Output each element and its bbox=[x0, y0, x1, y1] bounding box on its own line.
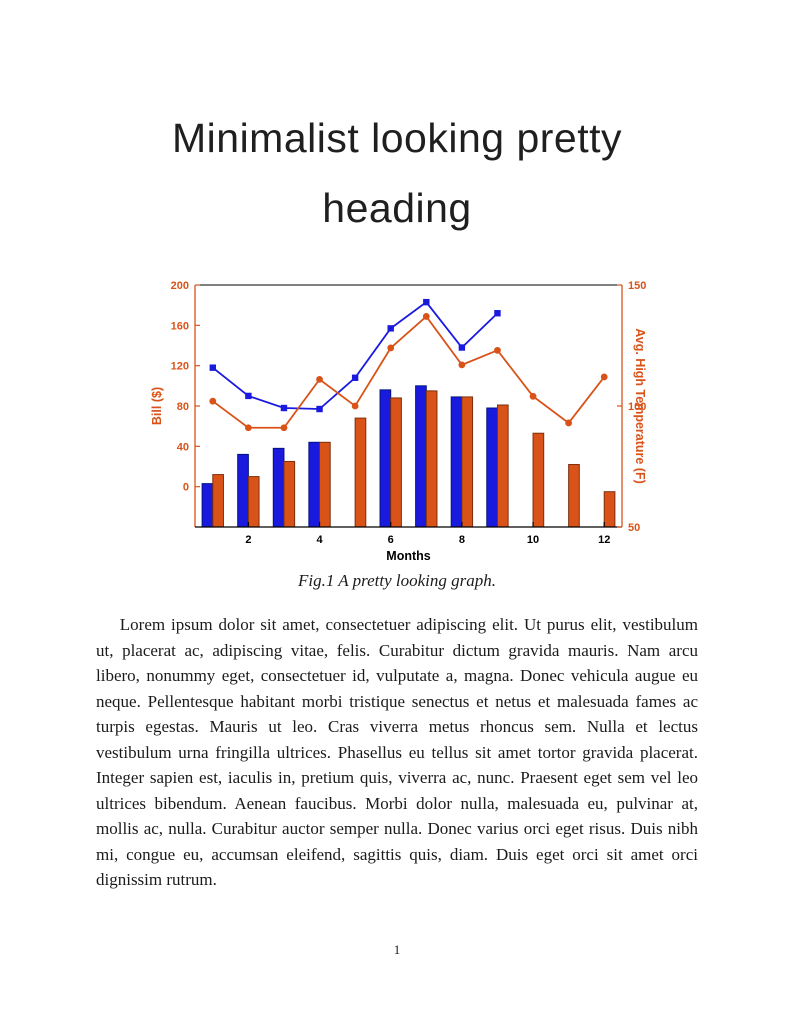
svg-text:200: 200 bbox=[171, 280, 189, 292]
svg-text:10: 10 bbox=[527, 534, 539, 546]
svg-text:Avg. High Temperature (F): Avg. High Temperature (F) bbox=[633, 328, 647, 484]
svg-text:Bill ($): Bill ($) bbox=[150, 387, 164, 425]
svg-text:0: 0 bbox=[183, 482, 189, 494]
svg-text:6: 6 bbox=[388, 534, 394, 546]
dual-axis-bar-line-chart: 0 40 80 120 160 200 50 100 150 2 4 6 8 10 12 Months Bill… bbox=[147, 275, 647, 567]
svg-text:Months: Months bbox=[386, 549, 430, 563]
svg-text:100: 100 bbox=[628, 401, 646, 413]
svg-text:50: 50 bbox=[628, 522, 640, 534]
svg-text:120: 120 bbox=[171, 361, 189, 373]
svg-text:8: 8 bbox=[459, 534, 465, 546]
svg-text:40: 40 bbox=[177, 441, 189, 453]
figure-caption: Fig.1 A pretty looking graph. bbox=[297, 571, 496, 590]
svg-text:2: 2 bbox=[245, 534, 251, 546]
svg-text:12: 12 bbox=[598, 534, 610, 546]
svg-text:80: 80 bbox=[177, 401, 189, 413]
figure: 0 40 80 120 160 200 50 100 150 2 4 6 8 10 12 Months Bill… bbox=[0, 275, 794, 591]
svg-text:160: 160 bbox=[171, 320, 189, 332]
page-number: 1 bbox=[393, 942, 401, 957]
svg-text:150: 150 bbox=[628, 280, 646, 292]
svg-text:4: 4 bbox=[316, 534, 323, 546]
page-title: Minimalist looking pretty heading bbox=[172, 115, 622, 231]
body-paragraph: Lorem ipsum dolor sit amet, consectetuer… bbox=[96, 615, 698, 889]
